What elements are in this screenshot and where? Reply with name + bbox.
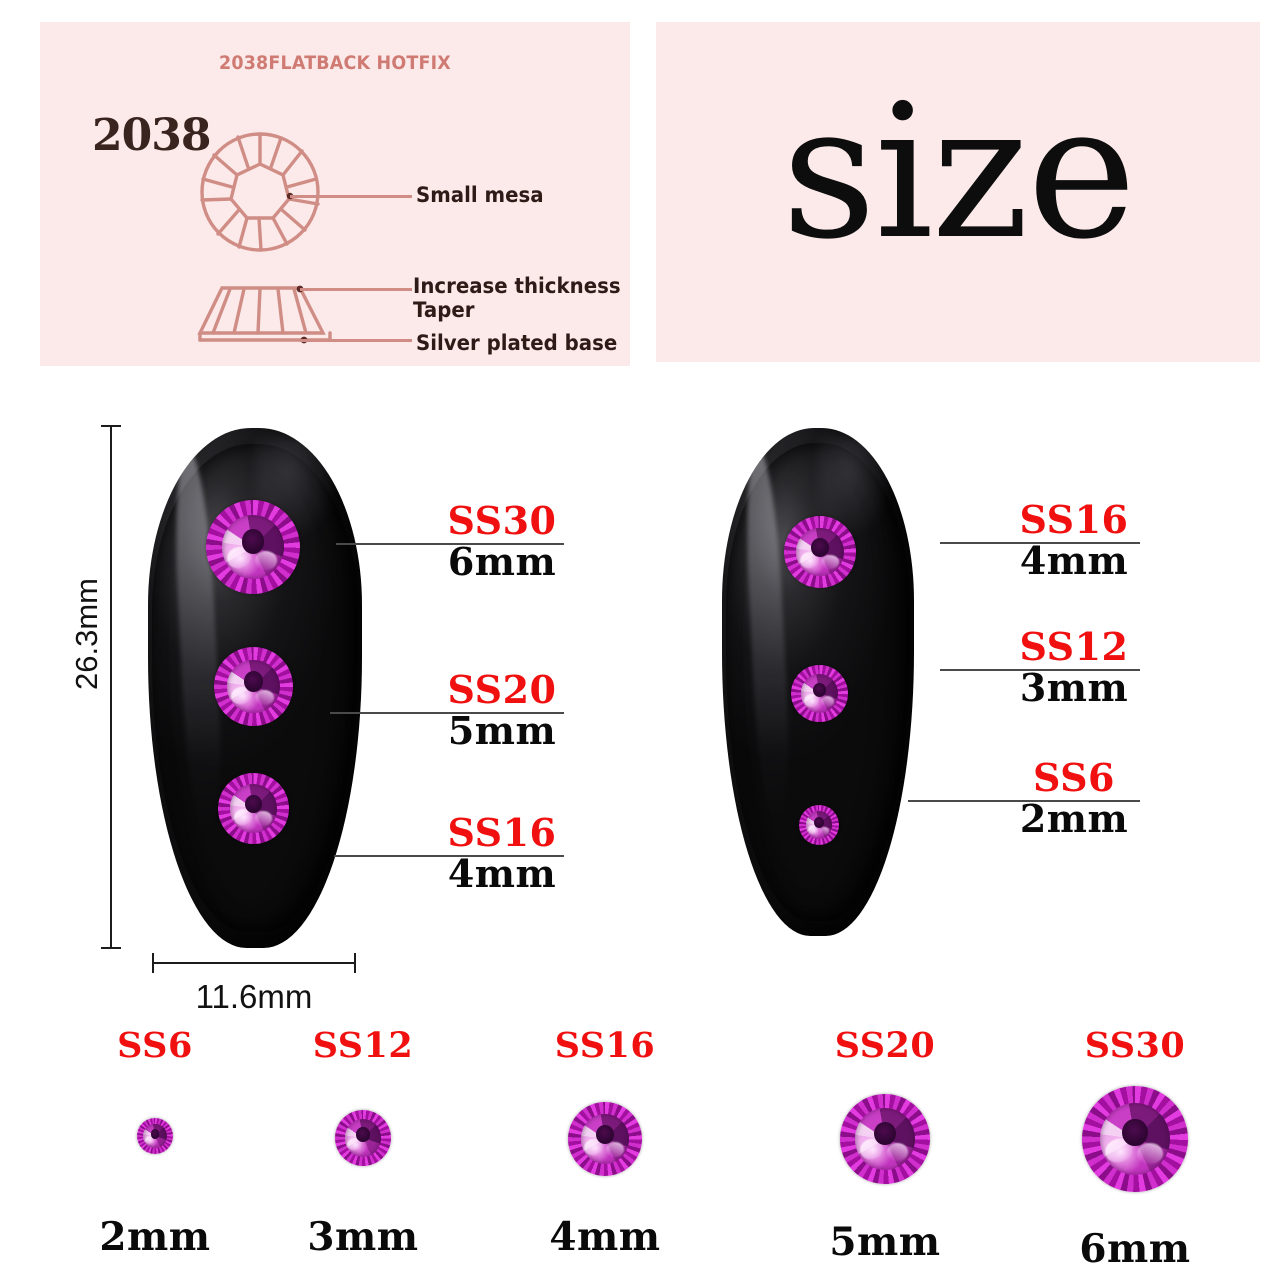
gem-glint-secondary	[1137, 1143, 1163, 1165]
gem-culet	[596, 1124, 614, 1145]
spec-ss30: SS30 6mm	[444, 501, 560, 582]
gem-glint-secondary	[606, 1141, 625, 1157]
spec-ss-label: SS20	[447, 667, 557, 712]
leader-line-ss6	[908, 800, 1140, 802]
panel-title: 2038FLATBACK HOTFIX	[219, 52, 451, 74]
gem-culet	[1122, 1118, 1148, 1147]
leader-line-small-mesa	[290, 195, 412, 198]
gem-body	[335, 1110, 391, 1166]
gem-culet	[244, 671, 263, 693]
spec-ss6: SS6 2mm	[1016, 758, 1132, 839]
gem-glint-secondary	[821, 554, 839, 570]
gem-glint-secondary	[819, 826, 830, 835]
legend-ss-label: SS6	[117, 1025, 193, 1066]
gem-ss16-on-nail	[218, 773, 289, 844]
callout-taper: Taper	[413, 298, 475, 322]
callout-small-mesa: Small mesa	[416, 183, 544, 207]
gem-culet	[812, 682, 827, 698]
gem-culet	[811, 538, 829, 558]
gem-ss20-on-nail	[214, 647, 293, 726]
legend-item-ss16: SS16 4mm	[535, 1025, 675, 1257]
gem-glint-secondary	[820, 695, 835, 708]
gem-culet	[356, 1127, 370, 1142]
leader-line-ss20	[330, 712, 564, 714]
dimension-cap-left	[152, 953, 154, 973]
spec-ss20: SS20 5mm	[444, 670, 560, 751]
legend-mm-label: 2mm	[99, 1214, 211, 1260]
legend-item-ss30: SS30 6mm	[1065, 1025, 1205, 1269]
spec-mm-label: 4mm	[447, 850, 557, 896]
spec-mm-label: 6mm	[447, 538, 557, 584]
spec-ss12: SS12 3mm	[1016, 627, 1132, 708]
legend-gem-ss16	[568, 1102, 642, 1176]
spec-mm-label: 3mm	[1019, 664, 1129, 710]
legend-ss-label: SS30	[1084, 1025, 1186, 1066]
gem-glint-secondary	[254, 550, 278, 570]
gem-culet	[241, 529, 265, 554]
gem-ss12-on-nail	[791, 665, 848, 722]
gem-culet	[814, 817, 824, 828]
nail-swatch-right	[722, 428, 914, 936]
gem-culet	[244, 795, 262, 814]
dimension-cap-right	[354, 953, 356, 973]
leader-line-ss30	[336, 543, 564, 545]
dimension-cap-top	[101, 425, 121, 427]
size-heading-panel: size	[656, 22, 1260, 362]
gem-body	[840, 1094, 930, 1184]
legend-ss-label: SS12	[312, 1025, 414, 1066]
spec-mm-label: 4mm	[1019, 537, 1129, 583]
spec-ss-label: SS30	[447, 498, 557, 543]
legend-gem-ss6	[137, 1118, 173, 1154]
legend-item-ss12: SS12 3mm	[293, 1025, 433, 1257]
gem-body	[568, 1102, 642, 1176]
size-heading: size	[781, 64, 1136, 280]
dimension-cap-bottom	[101, 947, 121, 949]
leader-line-ss16-left	[334, 855, 564, 857]
legend-mm-label: 4mm	[549, 1214, 661, 1260]
gem-glint-secondary	[254, 811, 272, 826]
callout-increase-thickness: Increase thickness	[413, 274, 621, 298]
legend-ss-label: SS20	[834, 1025, 936, 1066]
leader-line-ss12	[940, 669, 1140, 671]
dimension-line-height	[101, 425, 121, 949]
gem-culet	[150, 1129, 160, 1139]
spec-mm-label: 2mm	[1019, 795, 1129, 841]
gem-ss16-on-nail	[784, 516, 856, 588]
dimension-line-width	[152, 953, 356, 973]
spec-mm-label: 5mm	[447, 707, 557, 753]
leader-line-silver-base	[300, 339, 412, 342]
gem-ss30-on-nail	[206, 500, 300, 594]
legend-gem-ss12	[335, 1110, 391, 1166]
legend-ss-label: SS16	[554, 1025, 656, 1066]
spec-ss-label: SS6	[1033, 755, 1115, 800]
legend-gem-ss30	[1082, 1086, 1188, 1192]
model-number: 2038	[92, 110, 211, 161]
spec-ss-label: SS16	[1019, 497, 1129, 542]
dimension-label-width: 11.6mm	[195, 978, 313, 1015]
legend-mm-label: 6mm	[1079, 1226, 1191, 1272]
leader-line-increase-thickness	[300, 288, 412, 291]
legend-item-ss20: SS20 5mm	[815, 1025, 955, 1262]
leader-line-ss16-right	[940, 542, 1140, 544]
product-diagram-panel: 2038FLATBACK HOTFIX 2038	[40, 22, 630, 366]
top-view-diagram-icon	[200, 132, 320, 252]
side-view-diagram-icon	[197, 285, 332, 344]
legend-mm-label: 5mm	[829, 1219, 941, 1265]
legend-mm-label: 3mm	[307, 1214, 419, 1260]
legend-item-ss6: SS6 2mm	[85, 1025, 225, 1257]
dimension-label-height: 26.3mm	[68, 578, 104, 690]
gem-body	[1082, 1086, 1188, 1192]
gem-culet	[874, 1121, 896, 1146]
nail-swatch-left	[148, 428, 362, 948]
gem-body	[137, 1118, 173, 1154]
spec-ss-label: SS12	[1019, 624, 1129, 669]
gem-glint-secondary	[255, 689, 275, 706]
spec-ss16-right: SS16 4mm	[1016, 500, 1132, 581]
gem-ss6-on-nail	[799, 805, 839, 845]
spec-ss-label: SS16	[447, 810, 557, 855]
gem-glint-secondary	[886, 1142, 909, 1161]
spec-ss16-left: SS16 4mm	[444, 813, 560, 894]
legend-gem-ss20	[840, 1094, 930, 1184]
callout-silver-plated-base: Silver plated base	[416, 331, 618, 355]
